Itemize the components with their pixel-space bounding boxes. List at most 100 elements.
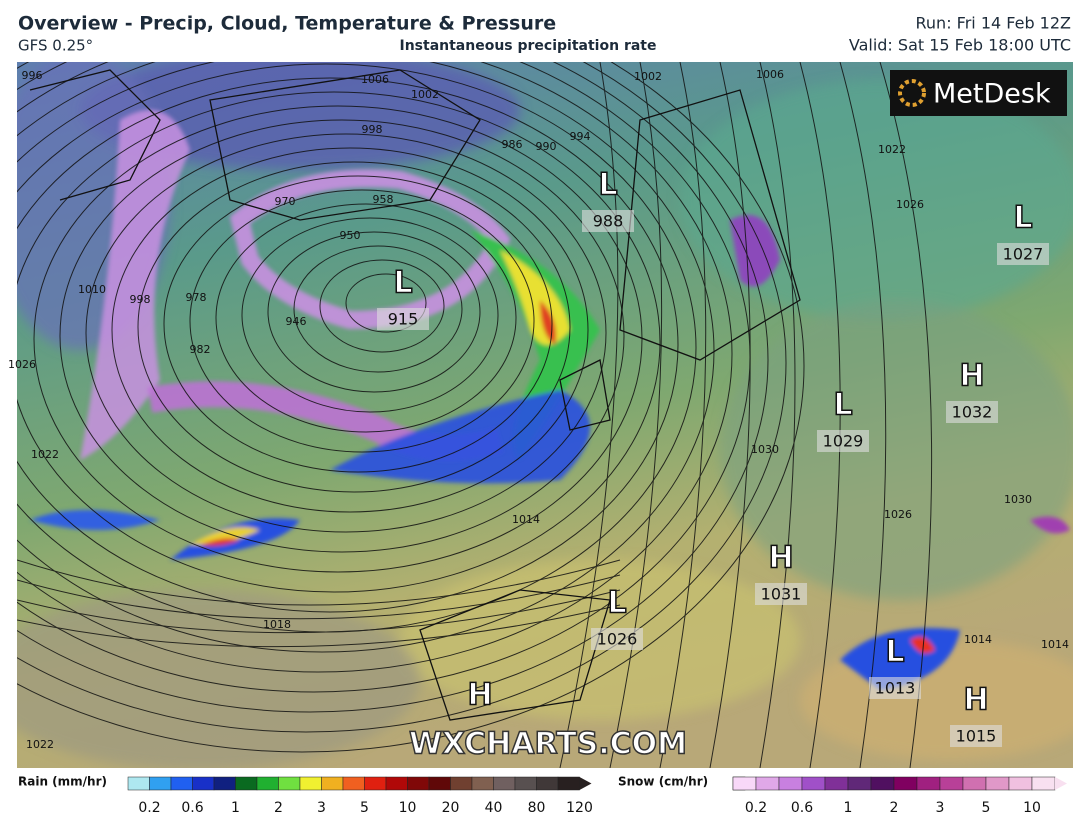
legend-swatch: [1031, 776, 1056, 791]
legend-tick-label: 0.2: [138, 800, 160, 816]
isobar: [559, 62, 619, 768]
isobar: [17, 62, 715, 653]
legend-tick-label: 10: [399, 800, 417, 816]
isobar-label: 950: [340, 229, 361, 242]
isobar: [17, 91, 661, 593]
isobar: [17, 574, 621, 620]
pressure-center-type: H: [963, 683, 988, 718]
isobar: [267, 231, 481, 393]
rain-legend-label: Rain (mm/hr): [18, 775, 107, 789]
isobar-label: 946: [286, 315, 307, 328]
isobar-label: 1022: [31, 448, 59, 461]
run-time: Run: Fri 14 Feb 12Z: [916, 14, 1072, 33]
isobar-label: 1002: [634, 70, 662, 83]
isobar: [293, 245, 463, 373]
isobar: [609, 62, 663, 768]
pressure-center-type: L: [607, 586, 626, 621]
pressure-value: 1013: [875, 679, 916, 698]
isobar-label: 1026: [884, 508, 912, 521]
legend-swatch: [847, 776, 872, 791]
isobar-label: 978: [186, 291, 207, 304]
snow-legend-label: Snow (cm/hr): [618, 775, 708, 789]
legend-swatch: [170, 776, 193, 791]
isobar: [319, 259, 445, 353]
legend-tick-label: 3: [317, 800, 326, 816]
legend-tick-label: 1: [231, 800, 240, 816]
pressure-center-type: H: [467, 678, 492, 713]
watermark: WXCHARTS.COM: [409, 727, 687, 762]
pressure-value: 1029: [823, 432, 864, 451]
isobar-label: 1006: [361, 73, 389, 86]
isobar: [33, 105, 643, 573]
legend-swatch: [557, 776, 580, 791]
isobar-label: 1002: [411, 88, 439, 101]
isobar-label: 996: [22, 69, 43, 82]
pressure-value: 1026: [597, 630, 638, 649]
legend-tick-label: 2: [274, 800, 283, 816]
legend-swatch: [235, 776, 258, 791]
isobar-label: 1014: [1041, 638, 1069, 651]
legend-swatch: [1008, 776, 1033, 791]
legend-swatch: [778, 776, 803, 791]
pressure-value-box: [817, 430, 869, 452]
legend-swatch: [385, 776, 408, 791]
isobar: [17, 77, 679, 613]
pressure-center-type: L: [833, 388, 852, 423]
isobar: [659, 62, 707, 768]
legend-swatch: [213, 776, 236, 791]
pressure-center-type: L: [1013, 201, 1032, 236]
legend-swatch: [407, 776, 430, 791]
legend-swatch: [127, 776, 150, 791]
legend-swatch: [321, 776, 344, 791]
legend-swatch: [514, 776, 537, 791]
isobar-label: 982: [190, 343, 211, 356]
isobar-label: 1022: [26, 738, 54, 751]
pressure-center-type: L: [393, 266, 412, 301]
pressure-value-box: [869, 677, 921, 699]
isobars: [17, 62, 933, 768]
legend-swatch: [755, 776, 780, 791]
pressure-value: 1015: [956, 727, 997, 746]
isobar-label: 1022: [878, 143, 906, 156]
isobar: [17, 62, 805, 753]
legend-swatch: [732, 776, 757, 791]
isobar: [759, 62, 796, 768]
isobar: [839, 62, 887, 768]
legend-tick-label: 2: [890, 800, 899, 816]
legend-tick-label: 10: [1023, 800, 1041, 816]
isobar-label: 1014: [512, 513, 540, 526]
pressure-value-box: [755, 583, 807, 605]
legend-swatch: [939, 776, 964, 791]
legend-tick-label: 0.6: [791, 800, 813, 816]
legend-swatch: [870, 776, 895, 791]
pressure-value-box: [582, 210, 634, 232]
pressure-value-box: [997, 243, 1049, 265]
isobar-label: 998: [130, 293, 151, 306]
pressure-value-box: [377, 308, 429, 330]
legend-arrow: [579, 777, 592, 790]
legend-swatch: [824, 776, 849, 791]
legend-tick-label: 120: [566, 800, 593, 816]
isobar: [799, 62, 841, 768]
legend-swatch: [450, 776, 473, 791]
logo: MetDesk: [890, 70, 1067, 116]
legend-tick-label: 80: [528, 800, 546, 816]
pressure-value: 1027: [1003, 245, 1044, 264]
isobar-label: 1030: [1004, 493, 1032, 506]
pressure-value-box: [946, 401, 998, 423]
isobar: [709, 62, 751, 768]
legend-swatch: [342, 776, 365, 791]
pressure-value: 1032: [952, 403, 993, 422]
legend-swatch: [428, 776, 451, 791]
isobar: [137, 161, 571, 493]
legend-swatch: [364, 776, 387, 791]
isobar-label: 1030: [751, 443, 779, 456]
legend-tick-label: 5: [360, 800, 369, 816]
precipitation: [30, 110, 1070, 690]
pressure-value-box: [591, 628, 643, 650]
legend-tick-label: 40: [485, 800, 503, 816]
legend-arrow: [1055, 777, 1067, 790]
isobar: [163, 175, 553, 473]
pressure-center-type: L: [598, 168, 617, 203]
